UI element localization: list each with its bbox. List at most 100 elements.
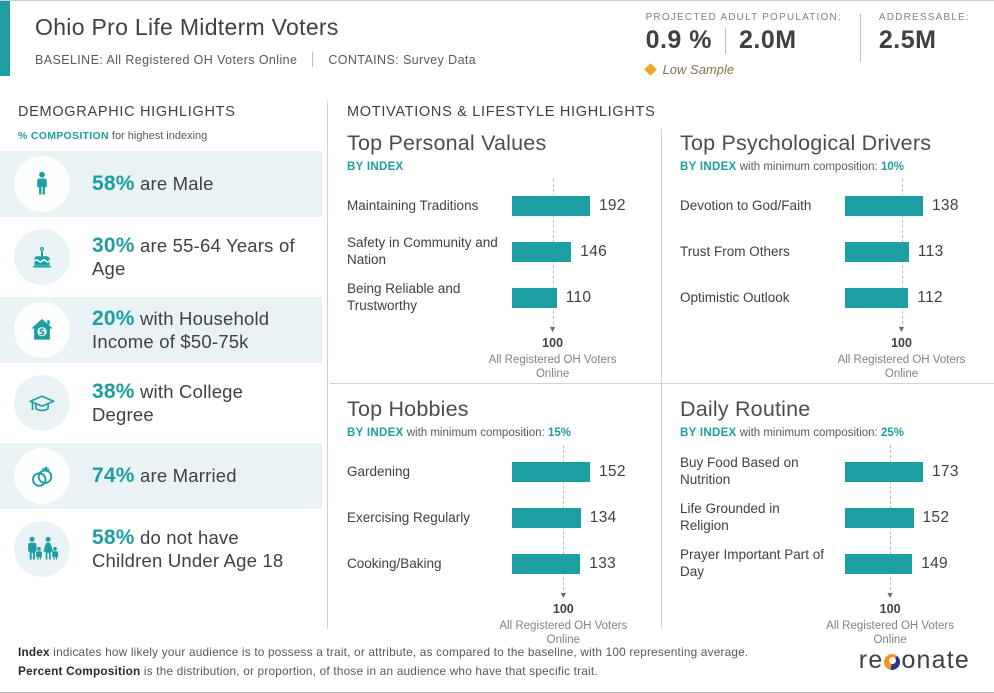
bar-value: 152 <box>599 463 626 480</box>
bar-value: 112 <box>917 289 943 306</box>
projected-population-label: PROJECTED ADULT POPULATION: <box>645 12 842 23</box>
bar-label: Prayer Important Part of Day <box>680 547 825 579</box>
index-bar <box>512 508 581 528</box>
header: Ohio Pro Life Midterm Voters BASELINE: A… <box>35 14 476 67</box>
sidebar-title: DEMOGRAPHIC HIGHLIGHTS <box>18 104 236 120</box>
chart-row: Trust From Others 113 <box>680 234 986 270</box>
panel-cell-bottom-left: Top Hobbies BY INDEX with minimum compos… <box>347 397 653 648</box>
baseline-name: All Registered OH Voters Online <box>488 354 617 381</box>
chart-rows: Devotion to God/Faith 138 Trust From Oth… <box>680 179 986 324</box>
by-index-label: BY INDEX <box>680 427 737 439</box>
demographic-item: 58% do not have Children Under Age 18 <box>0 516 322 582</box>
index-bar <box>845 196 923 216</box>
resonate-swirl-icon <box>884 654 901 670</box>
chart-row: Exercising Regularly 134 <box>347 500 653 536</box>
chart-title: Top Personal Values <box>347 131 547 155</box>
chart-panel: Top Psychological Drivers BY INDEX with … <box>680 131 986 382</box>
baseline-index-value: 100 <box>891 336 912 350</box>
bar-value: 173 <box>932 463 959 480</box>
header-stats: PROJECTED ADULT POPULATION: 0.9 % 2.0M L… <box>643 12 970 77</box>
panel-column-divider <box>661 129 662 629</box>
sidebar-subtitle-rest: for highest indexing <box>108 130 208 142</box>
demographic-description: are 55-64 Years of Age <box>92 234 295 280</box>
chart-rows: Buy Food Based on Nutrition 173 Life Gro… <box>680 445 986 590</box>
chart-title: Daily Routine <box>680 397 811 421</box>
addressable-value: 2.5M <box>878 26 937 54</box>
baseline-name: All Registered OH Voters Online <box>499 620 628 647</box>
motivations-title: MOTIVATIONS & LIFESTYLE HIGHLIGHTS <box>347 104 656 120</box>
chart-row: Being Reliable and Trustworthy 110 <box>347 280 653 316</box>
bar-value: 149 <box>921 555 948 572</box>
projected-population-stat: PROJECTED ADULT POPULATION: 0.9 % 2.0M L… <box>643 12 842 77</box>
logo-suffix: onate <box>901 646 970 674</box>
panel-cell-top-left: Top Personal Values BY INDEX Maintaining… <box>347 131 653 382</box>
projected-population-abs: 2.0M <box>739 26 797 54</box>
index-bar <box>845 508 914 528</box>
baseline-arrow-icon: ▼ <box>548 324 558 334</box>
low-sample-text: Low Sample <box>662 62 735 77</box>
baseline-label: BASELINE: All Registered OH Voters Onlin… <box>35 52 298 67</box>
baseline-marker: ▼ 100 All Registered OH Voters Online <box>680 324 986 382</box>
chart-rows: Gardening 152 Exercising Regularly 134 C… <box>347 445 653 590</box>
baseline-marker: ▼ 100 All Registered OH Voters Online <box>347 324 653 382</box>
logo-prefix: re <box>858 646 884 674</box>
demographic-value: 74% <box>92 463 135 487</box>
sidebar-divider <box>327 101 328 629</box>
demographic-description: do not have Children Under Age 18 <box>92 526 284 572</box>
chart-panel: Top Hobbies BY INDEX with minimum compos… <box>347 397 653 648</box>
chart-row: Safety in Community and Nation 146 <box>347 234 653 270</box>
addressable-label: ADDRESSABLE: <box>878 12 970 23</box>
bar-label: Devotion to God/Faith <box>680 197 812 213</box>
chart-row: Maintaining Traditions 192 <box>347 188 653 224</box>
bar-label: Life Grounded in Religion <box>680 501 780 533</box>
min-composition-value: 10% <box>880 161 904 173</box>
male-icon <box>14 156 70 212</box>
household-income-icon: $ <box>14 302 70 358</box>
chart-panel: Daily Routine BY INDEX with minimum comp… <box>680 397 986 648</box>
graduation-cap-icon <box>14 375 70 431</box>
chart-subtitle: BY INDEX with minimum composition: 10% <box>680 161 986 173</box>
bar-label: Being Reliable and Trustworthy <box>347 281 461 313</box>
chart-row: Optimistic Outlook 112 <box>680 280 986 316</box>
bar-value: 133 <box>589 555 617 572</box>
chart-panel: Top Personal Values BY INDEX Maintaining… <box>347 131 653 382</box>
baseline-arrow-icon: ▼ <box>558 590 568 600</box>
min-composition-label: with minimum composition: <box>736 161 881 173</box>
bar-value: 138 <box>932 197 959 214</box>
bar-label: Safety in Community and Nation <box>347 235 498 267</box>
chart-title: Top Hobbies <box>347 397 469 421</box>
bar-label: Maintaining Traditions <box>347 197 479 213</box>
chart-row: Cooking/Baking 133 <box>347 546 653 582</box>
baseline-name: All Registered OH Voters Online <box>826 620 955 647</box>
demographic-item: 58% are Male <box>0 151 322 217</box>
index-bar <box>845 288 909 308</box>
demographic-list: 58% are Male 30% are 55-64 Years of Age … <box>0 151 322 589</box>
by-index-label: BY INDEX <box>680 161 737 173</box>
baseline-arrow-icon: ▼ <box>885 590 895 600</box>
panel-cell-bottom-right: Daily Routine BY INDEX with minimum comp… <box>680 397 986 648</box>
footer: Index indicates how likely your audience… <box>0 633 994 692</box>
bar-value: 152 <box>922 509 950 526</box>
by-index-label: BY INDEX <box>347 427 404 439</box>
header-meta: BASELINE: All Registered OH Voters Onlin… <box>35 52 476 67</box>
index-definition: Index indicates how likely your audience… <box>18 645 749 659</box>
baseline-marker: ▼ 100 All Registered OH Voters Online <box>347 590 653 648</box>
demographic-item: 74% are Married <box>0 443 322 509</box>
demographic-description: with College Degree <box>92 380 244 426</box>
baseline-name: All Registered OH Voters Online <box>837 354 966 381</box>
birthday-cake-icon <box>14 229 70 285</box>
family-icon <box>14 521 70 577</box>
chart-title: Top Psychological Drivers <box>680 131 932 155</box>
stat-group-divider <box>859 14 861 62</box>
panel-row-divider <box>330 383 994 384</box>
demographic-value: 20% <box>92 306 135 330</box>
demographic-description: are Male <box>134 172 214 194</box>
chart-row: Prayer Important Part of Day 149 <box>680 546 986 582</box>
bar-label: Trust From Others <box>680 243 790 259</box>
min-composition-label: with minimum composition: <box>736 427 881 439</box>
chart-row: Life Grounded in Religion 152 <box>680 500 986 536</box>
wedding-rings-icon <box>14 448 70 504</box>
chart-row: Gardening 152 <box>347 454 653 490</box>
page-title: Ohio Pro Life Midterm Voters <box>35 14 339 40</box>
index-bar <box>512 554 581 574</box>
